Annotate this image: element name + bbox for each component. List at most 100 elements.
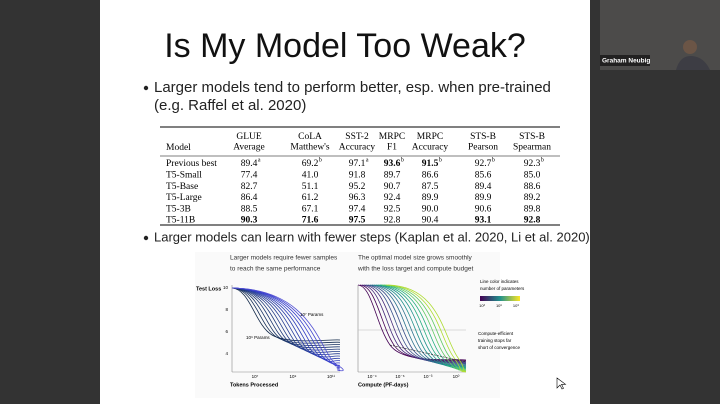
table-cell: 92.4 [384,193,401,203]
table-cell: 97.1 [349,159,366,169]
table-cell: 92.7 [475,159,492,169]
table-superscript: b [492,157,495,163]
table-header: F1 [387,143,397,153]
compute-curve [375,284,467,368]
table-header: Model [166,143,191,153]
bullet-text: (e.g. Raffel et al. 2020) [154,97,306,114]
participant-name: Graham Neubig [602,58,650,65]
table-cell: 90.3 [241,216,258,226]
table-cell: 77.4 [241,170,258,180]
slide-title: Is My Model Too Weak? [164,27,526,65]
table-cell: 92.8 [524,216,541,226]
loss-curve [231,287,341,342]
table-cell: 89.8 [524,204,541,214]
table-cell: 89.7 [384,170,401,180]
table-cell: 92.3 [524,159,541,169]
table-cell: 88.6 [524,182,541,192]
table-superscript: b [541,157,544,163]
table-superscript: b [439,157,442,163]
table-cell: 92.5 [384,204,401,214]
bullet-text: Larger models can learn with fewer steps… [154,229,590,244]
table-cell: 51.1 [302,182,319,192]
table-header: CoLA [298,132,322,142]
compute-curve [367,284,467,365]
table-header: Spearman [513,143,551,153]
loss-curve [231,287,341,346]
table-cell: 96.3 [349,193,366,203]
table-cell: 86.6 [422,170,439,180]
figure [195,252,500,398]
table-superscript: b [401,157,404,163]
legend-text: number of parameters [480,286,525,291]
table-cell: 88.5 [241,204,258,214]
tick-label: 10⁻⁶ [395,374,404,379]
tick-label: 10 [223,285,229,290]
table-header: MRPC [417,132,443,142]
table-header: Pearson [468,143,498,153]
table-cell: 95.2 [349,182,366,192]
loss-curve [231,287,341,367]
frontier-line [389,344,467,363]
table-cell: 89.9 [422,193,439,203]
compute-curve [377,284,467,369]
tick-label: 10¹¹ [327,374,336,379]
person-head [683,40,697,54]
table-cell: 87.5 [422,182,439,192]
legend-tick: 10⁹ [513,303,519,308]
bullet-text: Larger models tend to perform better, es… [154,79,551,96]
loss-curve [231,287,341,344]
table-header: Accuracy [412,143,449,153]
loss-curve [231,287,341,369]
table-header: STS-B [470,132,496,142]
tick-label: 6 [225,329,228,334]
table-cell: 93.1 [475,216,492,226]
annotation: Compute-efficient [478,331,514,336]
person-body [676,55,710,70]
table-cell: 93.6 [384,159,401,169]
figure-caption: to reach the same performance [230,266,321,273]
tick-label: 10⁹ [290,374,297,379]
table-cell: 90.7 [384,182,401,192]
compute-curve [383,284,467,371]
axis-label: Tokens Processed [230,382,278,388]
table-superscript: a [258,157,261,163]
table-cell: 89.9 [475,193,492,203]
loss-curve [231,287,344,372]
table-cell: Previous best [166,159,217,169]
compute-curve [361,284,467,362]
figure-caption: Larger models require fewer samples [230,255,338,262]
table-cell: 71.6 [302,216,319,226]
tick-label: 10⁰ [453,374,460,379]
table-cell: 89.4 [241,159,258,169]
annotation: 10⁷ Params [300,312,324,317]
table-header: Accuracy [339,143,376,153]
axis-label: Test Loss [196,286,221,292]
loss-curve [231,287,341,349]
figure-plots [231,284,467,373]
table-header: SST-2 [345,132,369,142]
table-cell: T5-Large [166,193,202,203]
figure-caption: with the loss target and compute budget [357,266,473,273]
tick-label: 10⁷ [252,374,259,379]
axis-label: Compute (PF-days) [358,382,409,388]
table-cell: 41.0 [302,170,319,180]
table-cell: T5-11B [166,216,195,226]
color-bar [480,296,520,301]
table-cell: T5-3B [166,204,191,214]
table-cell: 82.7 [241,182,258,192]
table-superscript: b [319,157,322,163]
table-cell: 91.8 [349,170,366,180]
table-cell: 85.6 [475,170,492,180]
table-cell: 90.6 [475,204,492,214]
table-cell: 85.0 [524,170,541,180]
compute-curve [385,284,467,372]
table-cell: 61.2 [302,193,319,203]
tick-label: 10⁻³ [424,374,433,379]
table-cell: 89.4 [475,182,492,192]
table-header: STS-B [519,132,545,142]
name-badge [600,55,650,66]
legend-tick: 10⁶ [496,303,502,308]
table-cell: 67.1 [302,204,319,214]
table-header: GLUE [236,132,262,142]
